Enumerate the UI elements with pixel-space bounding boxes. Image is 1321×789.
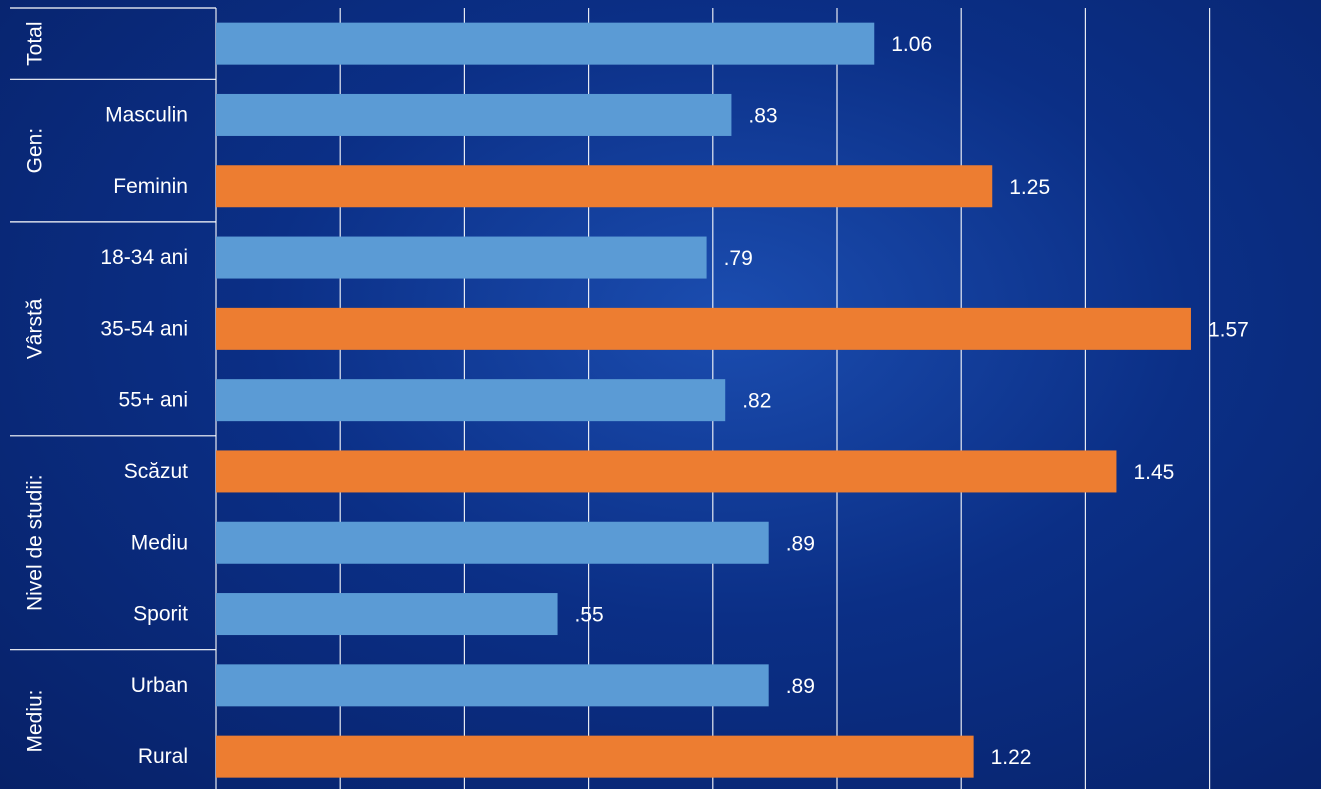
bar [216,379,726,422]
group-label: Total [24,21,47,65]
group-label: Gen: [24,128,47,174]
group-label: Nivel de studii: [24,474,47,611]
bar [216,450,1117,493]
value-label: .89 [786,675,815,698]
bar [216,22,875,65]
category-label: Mediu [131,531,188,554]
bar [216,93,732,136]
bar [216,236,707,279]
value-label: 1.25 [1009,176,1050,199]
value-label: .89 [786,532,815,555]
category-label: Rural [138,745,188,768]
bar [216,165,993,208]
value-label: .55 [575,604,604,627]
category-label: Urban [131,674,188,697]
category-label: 55+ ani [119,389,188,412]
category-label: Scăzut [124,460,188,483]
category-label: Sporit [133,603,188,626]
value-label: 1.06 [891,33,932,56]
value-label: .79 [724,247,753,270]
category-label: Feminin [113,175,188,198]
category-label: 18-34 ani [100,246,188,269]
category-label: 35-54 ani [100,317,188,340]
bar [216,664,769,707]
value-label: .82 [742,390,771,413]
group-label: Mediu: [24,689,47,752]
bar [216,593,558,636]
bar [216,521,769,564]
bar [216,735,974,778]
bar [216,307,1191,350]
value-label: 1.57 [1208,318,1249,341]
value-label: .83 [748,104,777,127]
value-label: 1.22 [991,746,1032,769]
value-label: 1.45 [1133,461,1174,484]
category-label: Masculin [105,103,188,126]
group-label: Vârstă [24,298,47,359]
